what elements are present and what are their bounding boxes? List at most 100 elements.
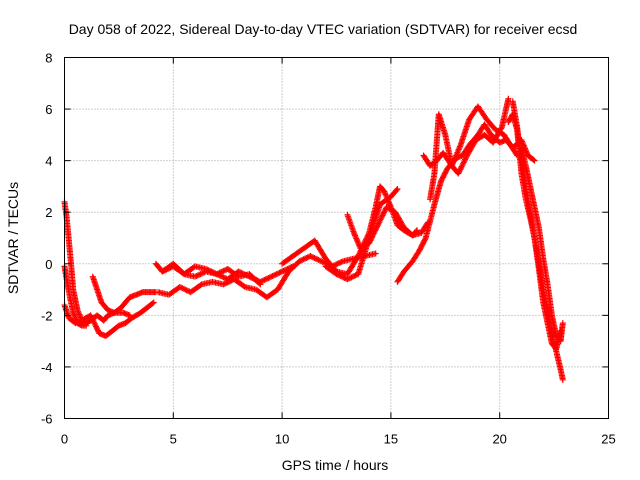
data-point-marker (380, 210, 387, 217)
data-point-marker (316, 257, 323, 264)
data-point-marker (456, 167, 463, 174)
data-point-marker (265, 274, 272, 281)
series-satellite-track-m (420, 95, 512, 177)
data-point-marker (559, 376, 566, 383)
data-point-marker (208, 268, 215, 275)
y-tick-label: 8 (45, 51, 52, 66)
data-point-marker (94, 326, 101, 333)
data-point-marker (308, 253, 315, 260)
data-point-marker (221, 280, 228, 287)
data-point-marker (296, 258, 303, 265)
data-point-marker (207, 267, 214, 274)
data-point-marker (126, 312, 133, 319)
data-point-marker (356, 250, 363, 257)
data-point-marker (300, 256, 307, 263)
data-point-marker (92, 322, 99, 329)
data-point-marker (377, 216, 384, 223)
data-point-marker (227, 278, 234, 285)
data-point-marker (351, 273, 358, 280)
data-point-marker (336, 272, 343, 279)
x-tick-label: 0 (61, 432, 68, 447)
data-point-marker (301, 255, 308, 262)
data-point-marker (273, 271, 280, 278)
data-point-marker (205, 267, 212, 274)
y-tick-label: -2 (41, 308, 53, 323)
y-tick-label: 2 (45, 205, 52, 220)
data-point-marker (223, 280, 230, 287)
data-point-marker (370, 230, 377, 237)
data-point-marker (337, 259, 344, 266)
data-point-marker (220, 274, 227, 281)
data-point-marker (462, 156, 469, 163)
data-point-marker (89, 316, 96, 323)
data-point-marker (224, 279, 231, 286)
data-point-marker (262, 276, 269, 283)
data-point-marker (498, 125, 505, 132)
data-point-marker (372, 227, 379, 234)
data-point-marker (422, 236, 429, 243)
data-point-marker (92, 323, 99, 330)
data-point-marker (303, 254, 310, 261)
x-axis-ticks: 0 5 10 15 20 25 (61, 57, 616, 447)
data-point-marker (368, 235, 375, 242)
data-point-marker (269, 273, 276, 280)
data-point-marker (315, 256, 322, 263)
data-point-marker (460, 159, 467, 166)
data-point-marker (209, 269, 216, 276)
y-axis-label: SDTVAR / TECUs (5, 182, 21, 294)
data-point-marker (333, 261, 340, 268)
y-tick-label: 6 (45, 102, 52, 117)
data-point-marker (460, 160, 467, 167)
series-satellite-track-d (89, 273, 133, 319)
data-point-marker (334, 271, 341, 278)
data-point-marker (378, 215, 385, 222)
y-axis-ticks: -6 -4 -2 0 2 4 6 8 (41, 51, 609, 427)
data-point-marker (372, 250, 379, 257)
data-point-marker (276, 269, 283, 276)
data-point-marker (194, 272, 201, 279)
data-point-marker (260, 277, 267, 284)
data-point-marker (318, 258, 325, 265)
plot-frame (64, 57, 609, 419)
data-point-marker (277, 269, 284, 276)
data-point-marker (335, 260, 342, 267)
x-axis-label: GPS time / hours (282, 457, 389, 473)
data-point-marker (307, 253, 314, 260)
data-point-marker (183, 287, 190, 294)
data-point-marker (88, 313, 95, 320)
chart-title: Day 058 of 2022, Sidereal Day-to-day VTE… (69, 21, 578, 37)
data-point-marker (275, 270, 282, 277)
data-point-marker (314, 256, 321, 263)
data-point-marker (366, 240, 373, 247)
data-points (61, 95, 566, 383)
series-satellite-track-k (394, 121, 538, 285)
data-point-marker (196, 271, 203, 278)
data-point-marker (375, 220, 382, 227)
data-point-marker (204, 266, 211, 273)
data-point-marker (304, 254, 311, 261)
data-point-marker (334, 260, 341, 267)
data-point-marker (280, 267, 287, 274)
data-point-marker (376, 219, 383, 226)
data-point-marker (373, 224, 380, 231)
data-point-marker (347, 274, 354, 281)
data-point-marker (349, 273, 356, 280)
data-point-marker (198, 270, 205, 277)
data-point-marker (219, 273, 226, 280)
data-point-marker (149, 300, 156, 307)
data-point-marker (352, 272, 359, 279)
data-point-marker (220, 267, 227, 274)
data-point-marker (215, 270, 222, 277)
data-point-marker (380, 209, 387, 216)
data-point-marker (272, 271, 279, 278)
data-point-marker (176, 283, 183, 290)
data-point-marker (264, 275, 271, 282)
grid (64, 57, 609, 419)
data-point-marker (338, 273, 345, 280)
data-point-marker (461, 158, 468, 165)
data-point-marker (150, 299, 157, 306)
data-point-marker (374, 222, 381, 229)
data-point-marker (94, 327, 101, 334)
series-satellite-track-p (505, 111, 564, 352)
